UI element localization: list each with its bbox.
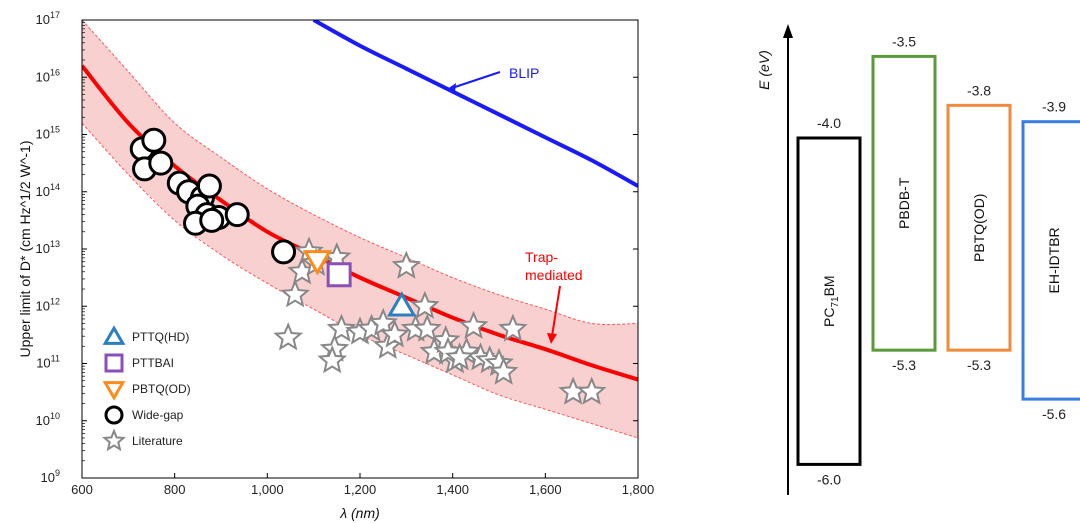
data-markers	[129, 127, 607, 405]
pttbai-marker	[326, 262, 352, 288]
pbtq-od-marker	[102, 381, 126, 401]
homo-level-label: -5.3	[967, 357, 991, 373]
y-tick-label: 1016	[36, 67, 60, 84]
wide-gap-marker	[199, 207, 225, 233]
energy-axis-label: E (eV)	[756, 50, 772, 90]
literature-marker	[498, 313, 528, 342]
literature-marker	[326, 313, 357, 342]
wide-gap-marker	[196, 173, 222, 199]
pttq-hd-marker	[102, 325, 126, 345]
wide-gap-marker	[141, 127, 167, 153]
wide-gap-marker	[271, 239, 297, 265]
literature-marker	[102, 428, 126, 452]
literature-marker	[412, 313, 442, 342]
band-pbdb-t	[871, 54, 937, 352]
trap-label-line-2: mediated	[525, 267, 583, 283]
literature-marker	[273, 322, 303, 351]
literature-marker	[444, 342, 475, 371]
y-tick-label: 1012	[36, 296, 60, 313]
literature-marker	[379, 319, 410, 348]
homo-level-label: -5.6	[1042, 406, 1066, 422]
y-tick-label: 1015	[36, 125, 60, 142]
band-pbtq-od-	[946, 103, 1012, 352]
y-tick-label: 1013	[36, 239, 60, 256]
trap-mediated-band	[82, 20, 638, 439]
y-tick-label: 1014	[36, 182, 60, 199]
literature-marker	[410, 290, 440, 319]
x-tick-label: 1,400	[436, 482, 469, 497]
wide-gap-marker	[104, 405, 124, 425]
x-tick-label: 600	[71, 482, 93, 497]
lumo-level-label: -3.9	[1042, 99, 1066, 115]
x-axis: 600 800 1,000 1,200 1,400 1,600 1,800	[71, 473, 654, 497]
y-tick-label: 1011	[36, 354, 60, 371]
material-name: PBTQ(OD)	[971, 194, 987, 262]
material-name: PC71BM	[821, 275, 841, 327]
material-bands: -4.0 -6.0 PC71BM -3.5 -5.3 PBDB-T -3.8 -5.3 PBTQ…	[796, 33, 1080, 487]
trap-label-line-1: Trap-	[525, 249, 558, 265]
y-axis: 109 1010 1011 1012 1013 1014 1015 1016 1017	[36, 10, 638, 485]
y-tick-label: 109	[41, 468, 60, 485]
energy-axis-label-text: E (eV)	[756, 50, 772, 90]
band-pc71bm	[796, 136, 862, 466]
legend-label: PBTQ(OD)	[132, 382, 191, 396]
legend-label: PTTBAI	[132, 356, 174, 370]
blip-arrow	[451, 71, 501, 89]
literature-marker	[576, 376, 607, 405]
legend-label: Literature	[132, 434, 183, 448]
pttq-hd-marker	[386, 291, 417, 317]
band-upper-edge	[82, 20, 638, 325]
pbtq-od-marker	[302, 250, 333, 276]
material-name: PBDB-T	[896, 177, 912, 229]
trap-arrowhead	[547, 333, 557, 344]
legend-label: PTTQ(HD)	[132, 330, 189, 344]
legend: PTTQ(HD) PTTBAI PBTQ(OD) Wide-gap Literature	[102, 325, 191, 452]
dstar-vs-wavelength-chart: 600 800 1,000 1,200 1,400 1,600 1,800 10910101…	[17, 10, 654, 521]
x-tick-label: 1,000	[251, 482, 284, 497]
model-curves	[82, 20, 638, 382]
blip-arrowhead	[446, 83, 456, 92]
literature-marker	[391, 250, 422, 279]
x-axis-title-text: λ (nm)	[339, 505, 380, 521]
trap-mediated-curve	[82, 64, 638, 382]
homo-level-label: -6.0	[817, 471, 841, 487]
energy-level-diagram: E (eV) -4.0-6.0PC71BM-3.5-5.3PBDB-T-3.8-…	[756, 24, 1080, 495]
x-tick-label: 800	[164, 482, 186, 497]
wide-gap-marker	[148, 150, 174, 176]
x-tick-label: 1,800	[622, 482, 655, 497]
band-eh-idtbr	[1021, 120, 1080, 401]
lumo-level-label: -3.5	[892, 33, 916, 49]
y-tick-label: 1010	[36, 411, 60, 428]
literature-marker	[458, 310, 489, 339]
lumo-level-label: -4.0	[817, 115, 841, 131]
legend-label: Wide-gap	[132, 408, 184, 422]
wide-gap-marker	[224, 202, 250, 228]
literature-marker	[280, 279, 310, 308]
literature-marker	[368, 307, 398, 336]
blip-curve	[312, 20, 638, 188]
literature-marker	[488, 356, 519, 385]
x-tick-label: 1,600	[529, 482, 562, 497]
y-tick-label: 1017	[36, 10, 60, 27]
x-axis-title: λ (nm)	[339, 505, 380, 521]
trap-arrow	[551, 285, 561, 337]
material-name: EH-IDTBR	[1046, 227, 1062, 293]
blip-label: BLIP	[509, 65, 539, 81]
literature-marker	[317, 344, 348, 374]
x-tick-label: 1,200	[344, 482, 377, 497]
lumo-level-label: -3.8	[967, 82, 991, 98]
band-fill	[82, 20, 638, 438]
energy-axis-arrowhead	[783, 24, 793, 38]
y-axis-title: Upper limit of D* (cm Hz^1/2 W^-1)	[17, 141, 33, 358]
pttbai-marker	[104, 353, 124, 373]
homo-level-label: -5.3	[892, 357, 916, 373]
